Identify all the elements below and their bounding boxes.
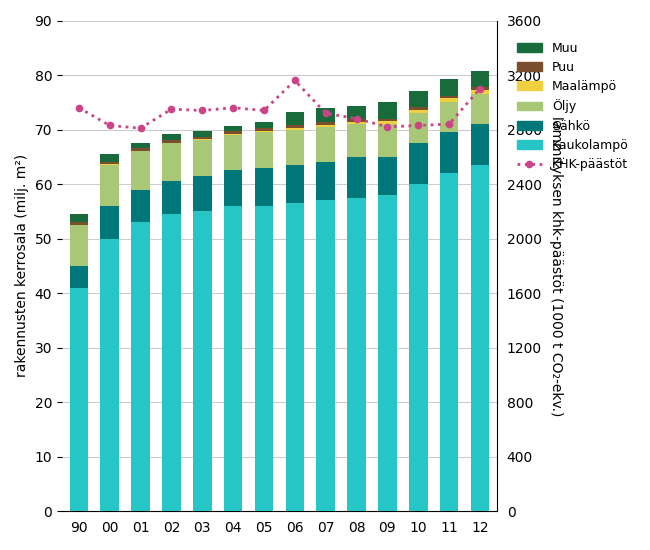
Bar: [255, 133, 273, 168]
Bar: [224, 206, 242, 512]
Bar: [317, 108, 335, 122]
Bar: [255, 123, 273, 128]
Bar: [162, 134, 181, 140]
Bar: [378, 195, 396, 512]
Y-axis label: lämmityksen khk-päästöt (1000 t CO₂-ekv.): lämmityksen khk-päästöt (1000 t CO₂-ekv.…: [549, 116, 563, 416]
Bar: [131, 222, 150, 512]
Bar: [378, 119, 396, 122]
Bar: [70, 214, 88, 222]
Bar: [440, 102, 458, 133]
Bar: [193, 176, 211, 211]
Bar: [285, 165, 304, 203]
Bar: [347, 119, 366, 122]
Bar: [409, 110, 428, 113]
Bar: [131, 142, 150, 148]
Bar: [378, 122, 396, 124]
Bar: [378, 157, 396, 195]
Bar: [224, 135, 242, 170]
Bar: [440, 173, 458, 512]
Bar: [193, 136, 211, 139]
Bar: [224, 170, 242, 206]
Bar: [471, 165, 489, 512]
Bar: [285, 128, 304, 130]
Bar: [409, 113, 428, 143]
Bar: [162, 214, 181, 512]
Bar: [193, 139, 211, 140]
Bar: [131, 148, 150, 151]
Bar: [131, 190, 150, 222]
Bar: [224, 131, 242, 134]
Bar: [471, 70, 489, 87]
Bar: [255, 168, 273, 206]
Bar: [101, 239, 119, 512]
Bar: [317, 162, 335, 200]
Bar: [285, 203, 304, 512]
Bar: [193, 140, 211, 176]
Bar: [101, 206, 119, 239]
Bar: [409, 107, 428, 110]
Bar: [255, 128, 273, 131]
Bar: [471, 87, 489, 90]
Bar: [440, 79, 458, 96]
Bar: [317, 200, 335, 512]
Bar: [285, 112, 304, 125]
Bar: [131, 151, 150, 190]
Bar: [224, 126, 242, 131]
Bar: [440, 96, 458, 98]
Bar: [101, 153, 119, 162]
Bar: [285, 125, 304, 128]
Bar: [440, 98, 458, 102]
Bar: [409, 184, 428, 512]
Bar: [317, 122, 335, 125]
Bar: [317, 127, 335, 162]
Bar: [255, 131, 273, 133]
Bar: [162, 182, 181, 214]
Bar: [162, 143, 181, 182]
Bar: [347, 122, 366, 124]
Bar: [409, 143, 428, 184]
Bar: [70, 225, 88, 266]
Bar: [347, 124, 366, 157]
Bar: [347, 198, 366, 512]
Bar: [471, 124, 489, 165]
Bar: [409, 91, 428, 107]
Bar: [347, 106, 366, 119]
Bar: [255, 206, 273, 512]
Bar: [471, 94, 489, 124]
Bar: [70, 222, 88, 225]
Bar: [162, 140, 181, 142]
Bar: [193, 211, 211, 512]
Bar: [101, 162, 119, 164]
Y-axis label: rakennusten kerrosala (milj. m²): rakennusten kerrosala (milj. m²): [15, 155, 29, 377]
Legend: Muu, Puu, Maalämpö, Öljy, Sähkö, Kaukolampö, KHK-päästöt: Muu, Puu, Maalämpö, Öljy, Sähkö, Kaukola…: [512, 36, 634, 176]
Bar: [70, 288, 88, 512]
Bar: [378, 102, 396, 119]
Bar: [193, 131, 211, 136]
Bar: [317, 125, 335, 127]
Bar: [440, 133, 458, 173]
Bar: [101, 165, 119, 206]
Bar: [471, 90, 489, 94]
Bar: [347, 157, 366, 198]
Bar: [285, 130, 304, 165]
Bar: [378, 124, 396, 157]
Bar: [70, 266, 88, 288]
Bar: [224, 134, 242, 135]
